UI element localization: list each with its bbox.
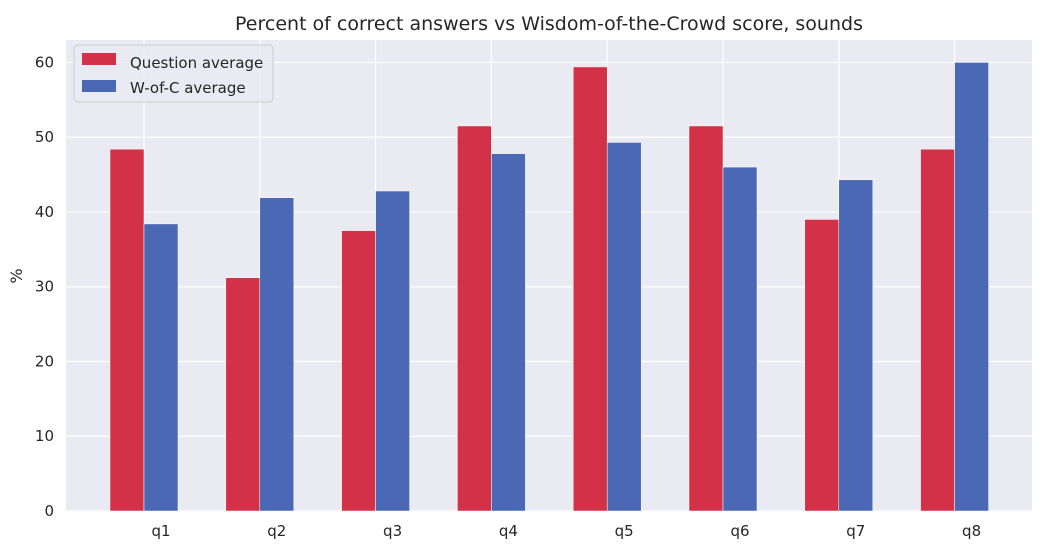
bar-question-average-q8: [920, 148, 955, 512]
x-tick-label: q2: [267, 522, 286, 540]
bar-question-average-q1: [109, 148, 145, 512]
chart-title: Percent of correct answers vs Wisdom-of-…: [235, 13, 863, 35]
bar-question-average-q3: [341, 230, 376, 512]
tick-labels: 0 10 20 30 40 50 60 q1 q2 q3 q4 q5 q6 q7 q8: [35, 53, 981, 540]
bar-question-average-q2: [225, 277, 261, 512]
legend-box: [73, 44, 274, 103]
legend: Question average W-of-C average: [73, 44, 274, 103]
bar-wofc-average-q4: [491, 153, 526, 512]
legend-label-wofc-average: W-of-C average: [130, 79, 246, 97]
x-tick-label: q4: [499, 522, 518, 540]
legend-swatch-question-average: [82, 53, 116, 65]
y-tick-label: 50: [35, 128, 54, 146]
x-tick-label: q7: [846, 522, 865, 540]
bar-question-average-q4: [457, 125, 492, 512]
bar-wofc-average-q7: [838, 179, 874, 512]
y-tick-label: 60: [35, 53, 54, 71]
bar-wofc-average-q6: [722, 166, 758, 512]
x-tick-label: q3: [383, 522, 402, 540]
plot-area: [66, 40, 1032, 511]
bar-wofc-average-q8: [954, 62, 989, 512]
x-tick-label: q8: [962, 522, 981, 540]
legend-swatch-wofc-average: [82, 80, 116, 92]
y-tick-label: 0: [44, 502, 54, 520]
legend-label-question-average: Question average: [130, 54, 263, 72]
x-tick-label: q6: [730, 522, 749, 540]
x-tick-label: q5: [615, 522, 634, 540]
y-tick-label: 20: [35, 352, 54, 370]
bar-wofc-average-q2: [259, 197, 295, 512]
bars: [109, 62, 989, 512]
x-tick-label: q1: [151, 522, 170, 540]
bar-question-average-q5: [572, 66, 608, 512]
bar-question-average-q6: [688, 125, 724, 512]
bar-wofc-average-q5: [606, 142, 642, 512]
y-axis-label: %: [7, 268, 26, 283]
y-tick-label: 30: [35, 278, 54, 296]
bar-wofc-average-q1: [143, 223, 179, 512]
bar-wofc-average-q3: [375, 190, 410, 512]
y-tick-label: 40: [35, 203, 54, 221]
y-tick-label: 10: [35, 427, 54, 445]
bar-question-average-q7: [804, 219, 840, 512]
